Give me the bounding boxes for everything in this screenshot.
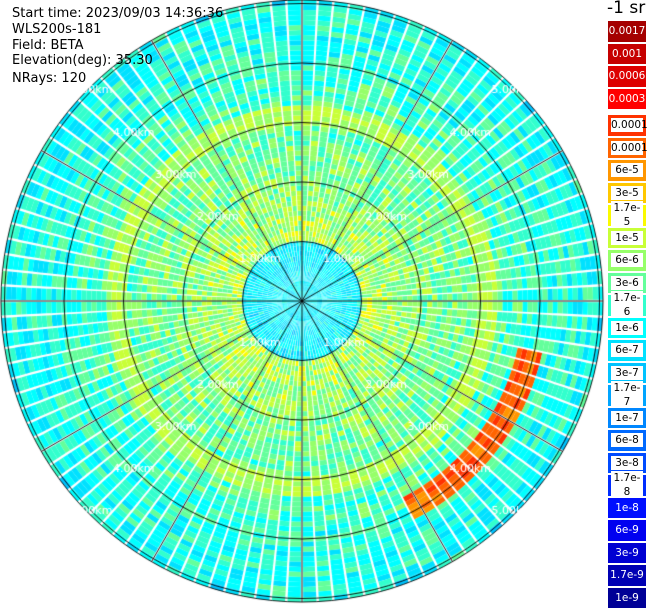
colorbar-cell: 1.7e-6: [607, 294, 647, 317]
colorbar-tick-label: 1e-5: [611, 231, 643, 245]
colorbar-tick-label: 3e-8: [611, 456, 643, 470]
colorbar-tick-label: 3e-5: [611, 186, 643, 200]
colorbar-tick-label: 1e-9: [608, 591, 646, 605]
colorbar-cell: 1.7e-9: [607, 564, 647, 587]
colorbar-cell: 1e-8: [607, 497, 647, 520]
colorbar-cell: 1e-9: [607, 587, 647, 609]
colorbar-tick-label: 1e-7: [611, 411, 643, 425]
colorbar-cell: 1e-5: [607, 227, 647, 250]
colorbar-tick-label: 0.0001: [611, 141, 643, 155]
colorbar-tick-label: 1.7e-5: [611, 201, 643, 229]
field-label: Field: BETA: [12, 38, 83, 53]
colorbar-tick-label: 6e-5: [611, 163, 643, 177]
start-time-label: Start time: 2023/09/03 14:36:36: [12, 6, 223, 21]
colorbar-tick-label: 1e-6: [611, 321, 643, 335]
colorbar-tick-label: 0.001: [608, 47, 646, 61]
colorbar-cell: 1.7e-5: [607, 204, 647, 227]
colorbar-tick-label: 6e-6: [611, 253, 643, 267]
colorbar-cell: 6e-7: [607, 339, 647, 362]
ppi-scan-plot: [0, 0, 606, 607]
colorbar-cell: 0.001: [607, 43, 647, 66]
colorbar-tick-label: 0.0017: [608, 24, 646, 38]
colorbar-cell: 6e-5: [607, 159, 647, 182]
colorbar-cell: 0.0001: [607, 137, 647, 160]
colorbar-tick-label: 1.7e-8: [611, 471, 643, 499]
nrays-label: NRays: 120: [12, 71, 86, 86]
colorbar-cell: 1.7e-8: [607, 474, 647, 497]
colorbar-cell: 1.7e-7: [607, 384, 647, 407]
colorbar-cell: 1e-7: [607, 407, 647, 430]
colorbar-tick-label: 1.7e-9: [608, 568, 646, 582]
colorbar-cell: 1e-6: [607, 317, 647, 340]
colorbar-tick-label: 0.0003: [608, 92, 646, 106]
colorbar-tick-label: 0.00017: [611, 118, 643, 132]
elevation-label: Elevation(deg): 35.30: [12, 53, 153, 68]
colorbar-cell: 6e-6: [607, 249, 647, 272]
colorbar-cell: 3e-9: [607, 542, 647, 565]
colorbar-cell: 0.0017: [607, 20, 647, 43]
colorbar-tick-label: 1.7e-6: [611, 291, 643, 319]
colorbar-tick-label: 6e-9: [608, 523, 646, 537]
colorbar-tick-label: 6e-8: [611, 433, 643, 447]
colorbar-cell: 0.00017: [607, 114, 647, 137]
colorbar-cell: 6e-8: [607, 429, 647, 452]
colorbar-tick-label: 3e-6: [611, 276, 643, 290]
colorbar-tick-label: 1e-8: [608, 501, 646, 515]
colorbar-tick-label: 1.7e-7: [611, 381, 643, 409]
colorbar-tick-label: 0.0006: [608, 69, 646, 83]
colorbar-tick-label: 3e-9: [608, 546, 646, 560]
colorbar-cell: 0.0003: [607, 88, 647, 111]
colorbar-title: -1 sr: [607, 0, 645, 18]
colorbar-tick-label: 3e-7: [611, 366, 643, 380]
colorbar: 0.0017 0.001 0.0006 0.0003 0.00017 0.0001 6e-5…: [606, 20, 647, 607]
colorbar-cell: 6e-9: [607, 519, 647, 542]
colorbar-tick-label: 6e-7: [611, 343, 643, 357]
colorbar-cell: 0.0006: [607, 65, 647, 88]
instrument-label: WLS200s-181: [12, 22, 101, 37]
